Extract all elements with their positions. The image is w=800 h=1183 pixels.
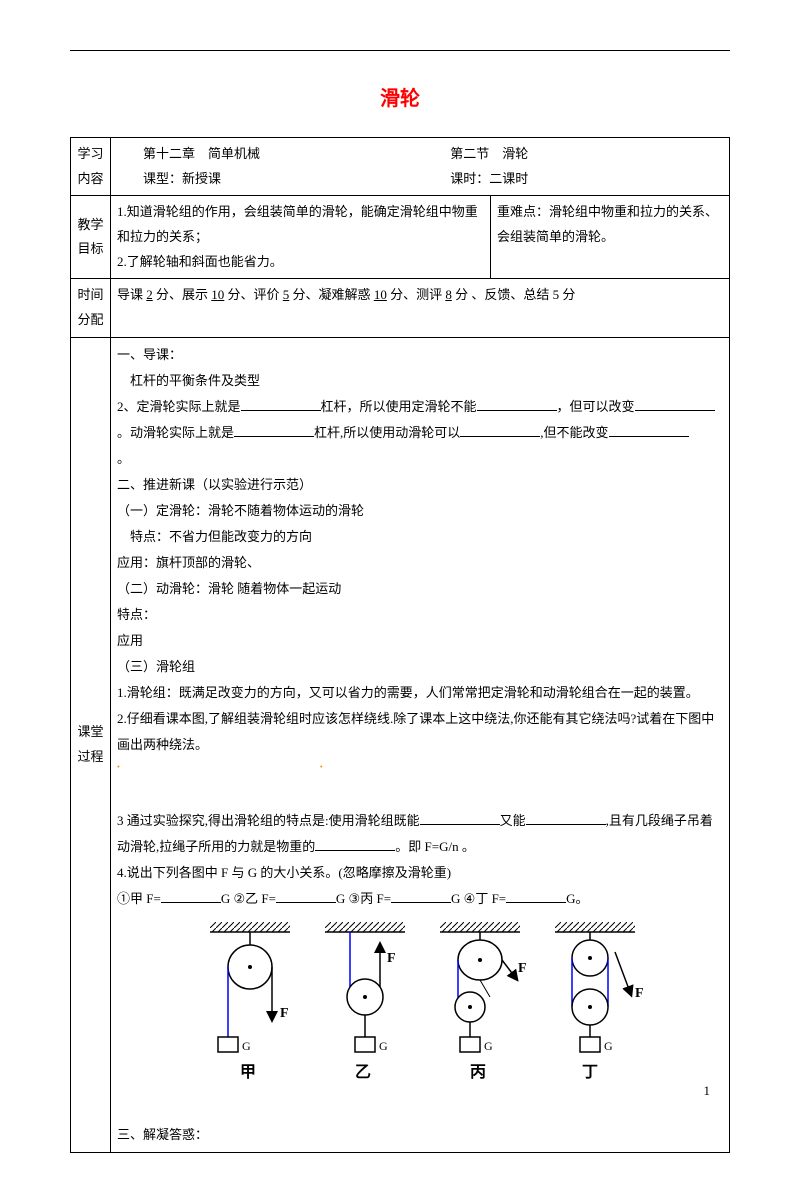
svg-text:F: F [387, 951, 396, 966]
svg-text:G: G [604, 1039, 613, 1053]
row-label-teaching-goal: 教学 目标 [71, 196, 111, 279]
svg-text:G: G [242, 1039, 251, 1053]
teaching-goal-cell: 1.知道滑轮组的作用，会组装简单的滑轮，能确定滑轮组中物重和拉力的关系； 2.了… [111, 196, 491, 279]
time-allocation-cell: 导课 2 分、展示 10 分、评价 5 分、凝难解惑 10 分、测评 8 分 、… [111, 279, 730, 337]
lesson-hours-text: 课时：二课时 [450, 167, 528, 192]
pulley-svg: F G 甲 F [190, 922, 650, 1092]
content-line: （二）动滑轮：滑轮 随着物体一起运动 [117, 576, 723, 602]
content-line: 一、导课： [117, 342, 723, 368]
pulley-diagrams: F G 甲 F [117, 912, 723, 1102]
section-text: 第二节 滑轮 [450, 142, 528, 167]
content-line: 1.滑轮组：既满足改变力的方向，又可以省力的需要，人们常常把定滑轮和动滑轮组合在… [117, 680, 723, 706]
study-content-cell: 第十二章 简单机械 第二节 滑轮 课型：新授课 课时：二课时 [111, 138, 730, 196]
content-line: 4.说出下列各图中 F 与 G 的大小关系。(忽略摩擦及滑轮重) [117, 860, 723, 886]
row-label-class-process: 课堂 过程 [71, 337, 111, 1152]
svg-text:丁: 丁 [582, 1064, 598, 1081]
draw-area: •• [117, 758, 723, 808]
svg-text:G: G [379, 1039, 388, 1053]
table-row: 时间 分配 导课 2 分、展示 10 分、评价 5 分、凝难解惑 10 分、测评… [71, 279, 730, 337]
svg-text:F: F [518, 961, 527, 976]
content-line: 三、解凝答惑： [117, 1122, 723, 1148]
table-row: 课堂 过程 一、导课： 杠杆的平衡条件及类型 2、定滑轮实际上就是杠杆，所以使用… [71, 337, 730, 1152]
page-number: 1 [704, 1079, 711, 1102]
content-line: 。 [117, 446, 723, 472]
svg-text:甲: 甲 [240, 1063, 256, 1081]
content-line: 杠杆的平衡条件及类型 [117, 368, 723, 394]
content-line: 特点：不省力但能改变力的方向 [117, 524, 723, 550]
svg-text:乙: 乙 [355, 1064, 371, 1081]
content-line: ①甲 F=G ②乙 F=G ③丙 F=G ④丁 F=G。 [117, 886, 723, 912]
svg-text:G: G [484, 1039, 493, 1053]
document-title: 滑轮 [70, 81, 730, 117]
content-line: （一）定滑轮：滑轮不随着物体运动的滑轮 [117, 498, 723, 524]
key-points-cell: 重难点：滑轮组中物重和拉力的关系、会组装简单的滑轮。 [491, 196, 730, 279]
content-line: 。动滑轮实际上就是杠杆,所以使用动滑轮可以,但不能改变 [117, 420, 723, 446]
lesson-type-text: 课型：新授课 [117, 167, 450, 192]
content-line: 2.仔细看课本图,了解组装滑轮组时应该怎样绕线.除了课本上这中绕法,你还能有其它… [117, 706, 723, 758]
row-label-study-content: 学习 内容 [71, 138, 111, 196]
table-row: 教学 目标 1.知道滑轮组的作用，会组装简单的滑轮，能确定滑轮组中物重和拉力的关… [71, 196, 730, 279]
content-line: 2、定滑轮实际上就是杠杆，所以使用定滑轮不能，但可以改变 [117, 394, 723, 420]
content-line: 二、推进新课（以实验进行示范） [117, 472, 723, 498]
content-line: 应用 [117, 628, 723, 654]
row-label-time-allocation: 时间 分配 [71, 279, 111, 337]
header-rule [70, 50, 730, 51]
content-line: 应用：旗杆顶部的滑轮、 [117, 550, 723, 576]
class-process-cell: 一、导课： 杠杆的平衡条件及类型 2、定滑轮实际上就是杠杆，所以使用定滑轮不能，… [111, 337, 730, 1152]
svg-text:F: F [280, 1006, 289, 1021]
chapter-text: 第十二章 简单机械 [117, 142, 450, 167]
svg-text:F: F [635, 986, 644, 1001]
content-line: 3 通过实验探究,得出滑轮组的特点是:使用滑轮组既能又能,且有几段绳子吊着动滑轮… [117, 808, 723, 860]
lesson-plan-table: 学习 内容 第十二章 简单机械 第二节 滑轮 课型：新授课 课时：二课时 教学 … [70, 137, 730, 1153]
content-line: （三）滑轮组 [117, 654, 723, 680]
content-line: 特点： [117, 602, 723, 628]
svg-text:丙: 丙 [470, 1063, 486, 1081]
table-row: 学习 内容 第十二章 简单机械 第二节 滑轮 课型：新授课 课时：二课时 [71, 138, 730, 196]
